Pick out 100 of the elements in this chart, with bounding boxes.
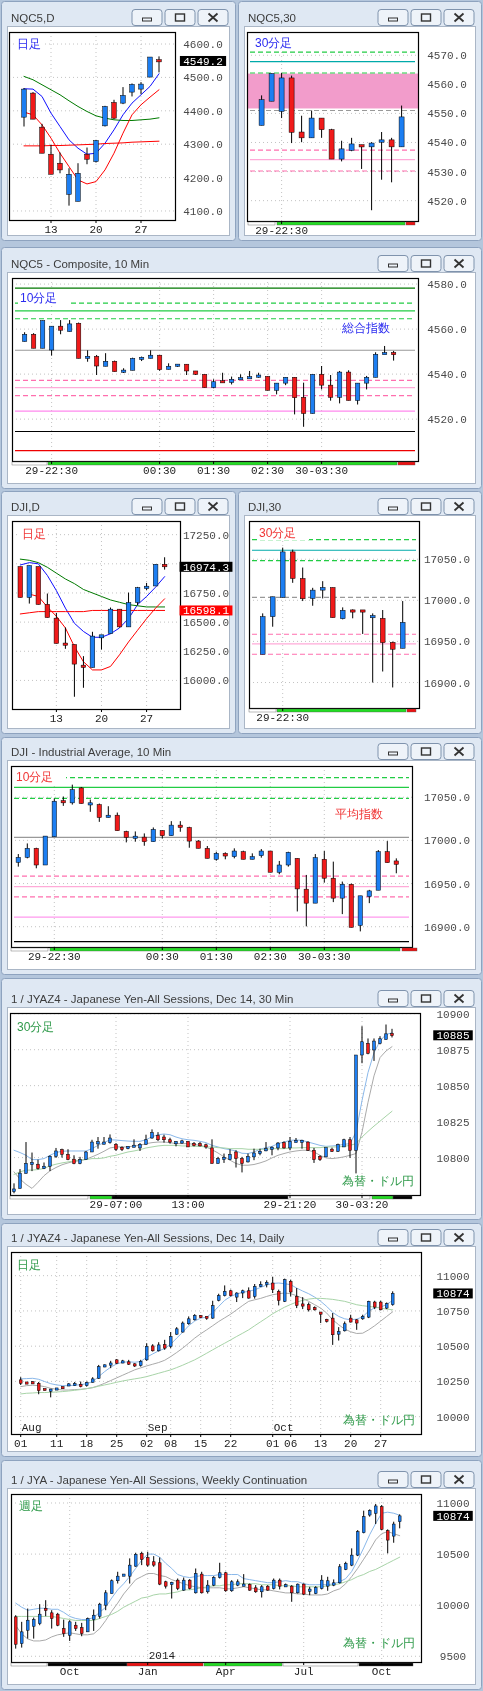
candlestick	[50, 1609, 54, 1630]
y-tick-label: 10875	[436, 1044, 470, 1057]
candlestick	[301, 382, 307, 428]
candlestick	[114, 812, 120, 832]
y-tick-label: 11000	[436, 1497, 470, 1510]
candlestick	[222, 1153, 226, 1164]
y-tick-label: 16000.0	[182, 675, 230, 688]
candlestick	[378, 131, 385, 181]
candlestick	[338, 140, 345, 162]
candlestick	[42, 1161, 46, 1170]
x-tick-label: Apr	[215, 1666, 236, 1678]
candlestick	[132, 1138, 136, 1148]
candlestick	[270, 596, 276, 628]
y-tick-label: 4520.0	[427, 414, 467, 427]
annotation: 為替・ドル円	[343, 1636, 415, 1650]
x-tick-label: 20	[89, 224, 103, 236]
candlestick	[267, 850, 273, 873]
x-tick-label: 27	[134, 224, 148, 236]
x-tick-label: 02:30	[253, 951, 287, 963]
y-tick-label: 4520.0	[427, 195, 467, 208]
candlestick	[44, 593, 50, 619]
x-tick-label: 20	[94, 713, 109, 725]
candlestick	[102, 1136, 106, 1145]
chart-title: 1 / JYA - Japanese Yen-All Sessions, Weekly Continuation	[11, 1474, 308, 1486]
candlestick	[348, 1136, 352, 1159]
line-series	[23, 75, 160, 121]
y-tick-label: 4300.0	[183, 139, 223, 152]
y-tick-label: 4500.0	[183, 72, 223, 85]
y-tick-label: 4550.0	[427, 108, 467, 121]
x-tick-label: Oct	[371, 1666, 392, 1678]
candlestick	[390, 1028, 394, 1038]
y-tick-label: 10000	[436, 1600, 470, 1613]
x-tick-label: Jan	[137, 1666, 158, 1678]
y-tick-label: 4530.0	[427, 166, 467, 179]
candlestick	[338, 1563, 342, 1585]
x-tick-label: 01:30	[197, 465, 231, 477]
x-tick-label: Oct	[59, 1666, 80, 1678]
candlestick	[360, 609, 366, 635]
candlestick	[270, 1145, 274, 1156]
chart-subtitle: 10分足	[16, 770, 54, 784]
x-tick-label: 01	[14, 1438, 28, 1450]
x-tick-label: 15	[194, 1438, 208, 1450]
x-tick-label: 25	[110, 1438, 124, 1450]
y-tick-label: 4200.0	[183, 172, 223, 185]
annotation: Oct	[273, 1422, 294, 1434]
chart-title: DJI,D	[11, 501, 40, 513]
x-tick-label: 27	[139, 713, 154, 725]
candlestick	[48, 144, 54, 175]
annotation: 総合指数	[341, 321, 390, 335]
y-tick-label: 4560.0	[427, 79, 467, 92]
y-tick-label: 16900.0	[423, 677, 471, 690]
candlestick	[384, 1024, 388, 1040]
annotation: Aug	[21, 1422, 42, 1434]
candlestick	[104, 1589, 108, 1611]
x-tick-label: 27	[374, 1438, 388, 1450]
chart-title: NQC5,30	[248, 12, 296, 24]
candlestick	[298, 115, 305, 143]
y-tick-label: 17000.0	[423, 835, 471, 848]
candlestick	[18, 1168, 22, 1189]
candlestick	[69, 784, 75, 806]
annotation: 為替・ドル円	[342, 1174, 414, 1188]
candlestick	[373, 351, 379, 378]
y-tick-label: 10250	[436, 1376, 470, 1389]
x-tick-label: 29-22:30	[255, 225, 309, 237]
candlestick	[24, 1141, 28, 1174]
y-tick-label: 17050.0	[423, 554, 471, 567]
candlestick	[92, 1608, 96, 1632]
line-series	[15, 1511, 401, 1620]
candlestick	[300, 1139, 304, 1150]
candlestick	[158, 1556, 162, 1586]
chart-subtitle: 30分足	[255, 36, 293, 50]
chart-title: 1 / JYAZ4 - Japanese Yen-All Sessions, Dec 14, 30 Min	[11, 993, 294, 1005]
y-tick-label: 16750.0	[182, 587, 230, 600]
candlestick	[153, 563, 159, 587]
y-tick-label: 11000	[436, 1270, 470, 1283]
chart-title: 1 / JYAZ4 - Japanese Yen-All Sessions, Dec 14, Daily	[11, 1232, 285, 1244]
candlestick	[116, 608, 123, 628]
candlestick	[194, 1568, 198, 1595]
y-tick-label: 10750	[436, 1305, 470, 1318]
annotation: 平均指数	[335, 807, 383, 821]
y-tick-label: 17050.0	[423, 792, 471, 805]
text: 10885	[436, 1030, 470, 1043]
candlestick	[94, 354, 100, 376]
x-tick-label: 22	[224, 1438, 238, 1450]
candlestick	[318, 117, 325, 139]
text: 10874	[436, 1288, 470, 1301]
x-tick-label: 01	[266, 1438, 280, 1450]
y-tick-label: 10000	[436, 1411, 470, 1424]
chart-subtitle: 30分足	[259, 526, 297, 540]
y-tick-label: 10825	[436, 1116, 470, 1129]
x-tick-label: 29-22:30	[27, 951, 81, 963]
y-tick-label: 4580.0	[427, 279, 467, 292]
x-tick-label: 29-22:30	[256, 712, 310, 724]
candlestick	[26, 1608, 30, 1640]
candlestick	[32, 1617, 36, 1640]
candlestick	[358, 144, 365, 170]
candlestick	[20, 1621, 24, 1649]
x-tick-label: 11	[50, 1438, 64, 1450]
text: 10分足	[20, 291, 58, 305]
candlestick	[240, 1156, 244, 1173]
